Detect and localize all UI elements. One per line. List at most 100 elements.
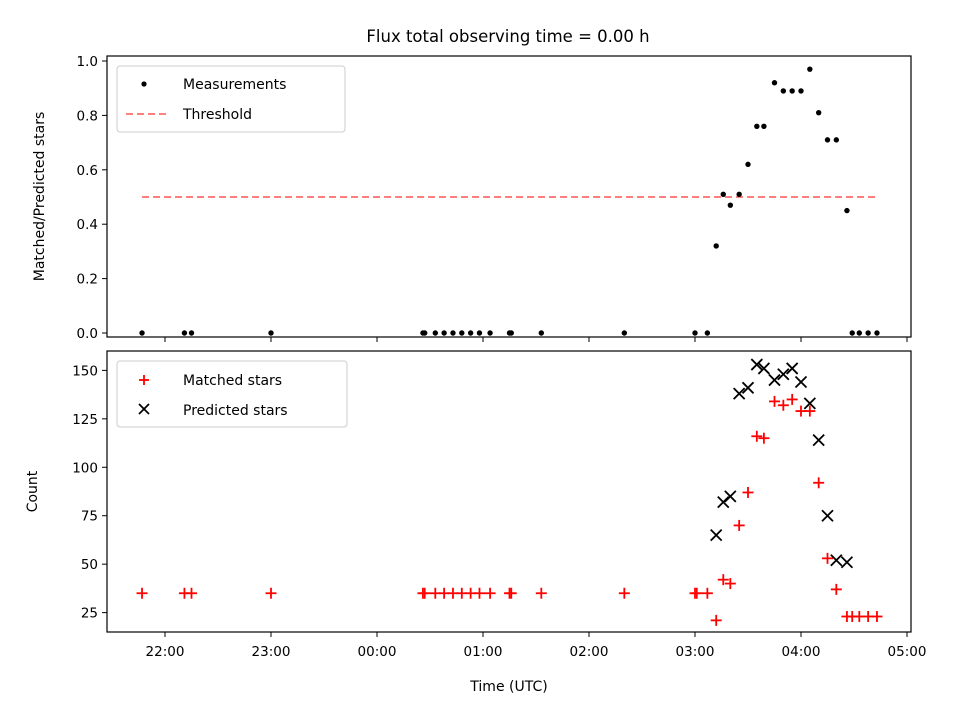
measurement-point <box>441 330 447 336</box>
legend-threshold-label: Threshold <box>182 107 252 123</box>
predicted-stars-layer <box>710 358 854 569</box>
matched-star-marker <box>484 587 496 599</box>
top-x-axis-ticks <box>164 337 908 342</box>
predicted-star-marker <box>724 490 737 503</box>
measurement-point <box>807 66 813 72</box>
measurement-point <box>849 330 855 336</box>
measurement-point <box>459 330 465 336</box>
measurement-point <box>727 202 734 208</box>
top-y-tick-label: 0.6 <box>77 163 98 179</box>
x-tick-label: 02:00 <box>570 644 609 660</box>
x-tick-label: 05:00 <box>888 644 927 660</box>
measurement-point <box>181 330 188 336</box>
predicted-star-marker <box>840 556 854 569</box>
x-tick-label: 01:00 <box>464 644 503 660</box>
measurement-point <box>736 191 742 197</box>
predicted-star-marker <box>821 509 834 522</box>
legend-matched-label: Matched stars <box>183 373 282 389</box>
measurement-point <box>508 330 514 336</box>
predicted-star-marker <box>830 554 843 567</box>
measurement-point <box>621 330 628 336</box>
predicted-star-marker <box>786 362 799 375</box>
x-tick-label: 00:00 <box>358 644 397 660</box>
predicted-star-marker <box>750 358 763 371</box>
matched-star-marker <box>186 587 197 599</box>
top-y-axis-label: Matched/Predicted stars <box>32 112 48 282</box>
predicted-star-marker <box>803 397 816 410</box>
matched-star-marker <box>710 614 722 626</box>
matched-star-marker <box>742 486 754 498</box>
legend-measurements-label: Measurements <box>183 77 286 93</box>
matched-star-marker <box>777 399 789 411</box>
top-legend: Measurements Threshold <box>116 65 346 133</box>
predicted-star-marker <box>812 434 825 447</box>
measurement-point <box>824 137 831 143</box>
measurement-point <box>745 161 751 168</box>
legend-measurements-marker <box>141 81 147 87</box>
predicted-star-marker <box>741 381 755 394</box>
measurement-point <box>754 123 760 129</box>
measurement-point <box>432 330 438 336</box>
matched-star-marker <box>751 430 763 442</box>
measurement-point <box>798 88 804 94</box>
matched-star-marker <box>419 587 431 599</box>
measurement-point <box>720 191 726 197</box>
matched-star-marker <box>618 587 630 599</box>
chart-title: Flux total observing time = 0.00 h <box>366 27 649 46</box>
top-y-tick-label: 0.2 <box>77 272 98 288</box>
measurement-point <box>761 123 767 129</box>
bottom-legend-box <box>116 360 348 428</box>
top-y-tick-label: 0.0 <box>77 326 98 342</box>
legend-predicted-label: Predicted stars <box>183 403 288 419</box>
bottom-y-tick-label: 25 <box>81 606 98 622</box>
matched-star-marker <box>265 587 277 599</box>
matched-star-marker <box>691 587 703 599</box>
top-y-tick-label: 1.0 <box>77 54 98 70</box>
bottom-y-tick-label: 150 <box>72 363 98 379</box>
predicted-star-marker <box>777 368 790 381</box>
top-y-tick-label: 0.4 <box>77 217 98 233</box>
measurement-point <box>268 330 274 336</box>
measurement-point <box>833 137 840 143</box>
matched-star-marker <box>535 587 547 599</box>
bottom-panel: 25 50 75 100 125 150 22:00 23:00 00:00 01:00 02:0… <box>25 350 927 695</box>
x-tick-label: 23:00 <box>252 644 291 660</box>
predicted-star-marker <box>768 373 781 387</box>
measurement-point <box>704 330 711 336</box>
measurement-point <box>476 330 483 336</box>
measurement-point <box>450 330 456 336</box>
bottom-y-axis-label: Count <box>25 470 41 512</box>
matched-star-marker <box>136 587 148 599</box>
matched-star-marker <box>717 574 729 586</box>
top-panel: 0.0 0.2 0.4 0.6 0.8 1.0 Matched/Predicted sta… <box>32 54 912 342</box>
measurement-point <box>815 109 822 116</box>
legend-matched-marker <box>139 375 149 385</box>
predicted-star-marker <box>733 387 746 400</box>
matched-star-marker <box>733 519 745 531</box>
x-tick-label: 04:00 <box>782 644 821 660</box>
top-y-tick-label: 0.8 <box>77 108 98 124</box>
measurement-point <box>713 243 719 249</box>
measurement-point <box>538 330 544 336</box>
matched-star-marker <box>758 432 770 444</box>
bottom-y-axis: 25 50 75 100 125 150 <box>72 363 107 622</box>
x-tick-label: 03:00 <box>676 644 715 660</box>
bottom-y-tick-label: 100 <box>72 460 98 476</box>
predicted-star-marker <box>757 362 771 375</box>
measurement-point <box>139 330 145 336</box>
measurement-point <box>874 330 880 336</box>
measurement-point <box>771 80 778 86</box>
bottom-y-tick-label: 125 <box>72 412 98 428</box>
matched-star-marker <box>786 393 798 405</box>
measurement-point <box>692 330 698 336</box>
measurement-point <box>844 207 850 214</box>
matched-star-marker <box>871 610 883 622</box>
x-tick-label: 22:00 <box>146 644 185 660</box>
matched-star-marker <box>830 583 842 595</box>
measurement-point <box>789 88 795 94</box>
top-plot-frame <box>106 55 912 338</box>
bottom-x-axis: 22:00 23:00 00:00 01:00 02:00 03:00 04:00 05:00 <box>146 632 927 660</box>
bottom-y-tick-label: 75 <box>81 509 98 525</box>
measurement-point <box>422 330 428 336</box>
